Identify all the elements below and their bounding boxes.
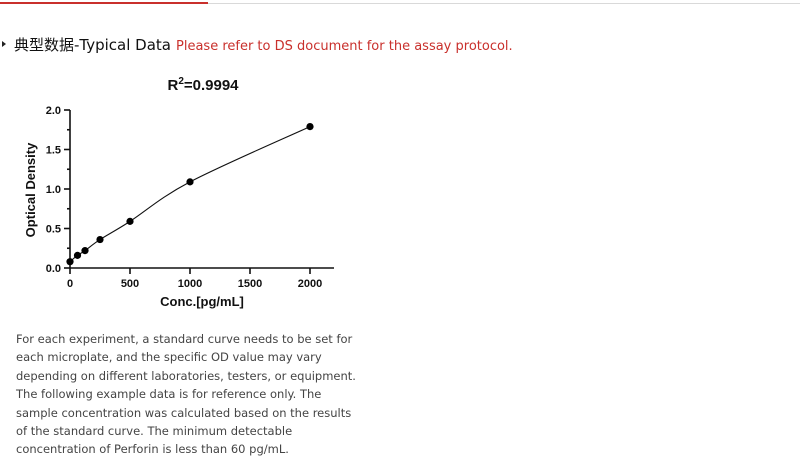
x-tick-label: 1500: [238, 278, 262, 290]
description-paragraph: For each experiment, a standard curve ne…: [16, 332, 356, 457]
x-tick-label: 500: [121, 278, 139, 290]
section-header: 典型数据-Typical Data Please refer to DS doc…: [2, 34, 513, 56]
standard-curve-chart: R2=0.9994 0.0 0.5 1.0 1.5 2.0 0 500 1000 1500 200…: [0, 64, 360, 324]
data-point: [81, 247, 89, 255]
y-tick-label: 1.0: [46, 184, 61, 196]
chart-svg: R2=0.9994 0.0 0.5 1.0 1.5 2.0 0 500 1000 1500 200…: [23, 76, 334, 309]
y-tick-label: 0.0: [46, 263, 61, 275]
data-point: [126, 217, 134, 225]
x-tick-label: 1000: [178, 278, 202, 290]
fit-curve: [69, 126, 311, 263]
data-points: [66, 122, 314, 266]
x-tick-label: 2000: [298, 278, 322, 290]
assay-protocol-note: Please refer to DS document for the assa…: [176, 39, 513, 54]
x-tick-label: 0: [67, 278, 73, 290]
section-title: 典型数据-Typical Data: [14, 36, 171, 54]
x-axis-label: Conc.[pg/mL]: [160, 294, 244, 309]
data-point: [73, 251, 82, 259]
top-divider: [0, 3, 800, 4]
chart-axes: 0.0 0.5 1.0 1.5 2.0 0 500 1000 1500 2000: [46, 105, 334, 290]
r-squared-annotation: R2=0.9994: [167, 76, 239, 94]
y-tick-label: 0.5: [46, 224, 61, 236]
data-point: [96, 235, 104, 244]
active-tab-indicator: [0, 2, 208, 4]
y-axis-label: Optical Density: [23, 142, 38, 237]
data-point: [66, 258, 74, 266]
fit-curve-line: [69, 126, 311, 263]
y-tick-label: 2.0: [46, 105, 61, 117]
caret-right-icon: [2, 41, 6, 47]
y-tick-label: 1.5: [46, 145, 61, 157]
data-point: [186, 178, 194, 186]
data-point: [306, 122, 314, 131]
description-text: For each experiment, a standard curve ne…: [16, 330, 356, 459]
